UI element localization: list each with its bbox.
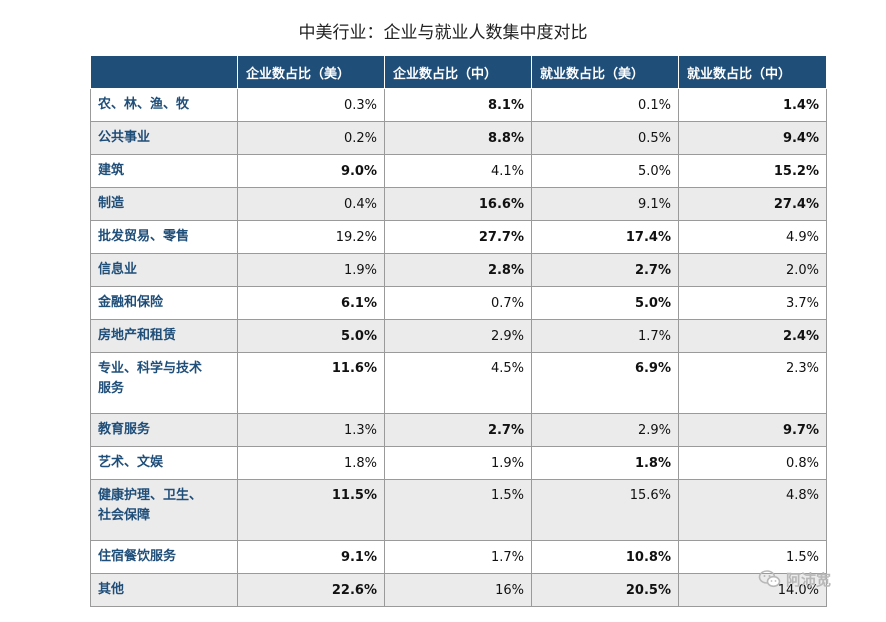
value-cell: 14.0%	[678, 573, 827, 607]
value-cell: 5.0%	[531, 286, 679, 320]
value-cell: 11.6%	[237, 352, 385, 414]
header-cell: 就业数占比（中）	[678, 55, 827, 89]
value-cell: 2.7%	[384, 413, 532, 447]
table-row: 农、林、渔、牧 0.3% 8.1% 0.1% 1.4%	[90, 88, 827, 122]
value-cell: 1.8%	[531, 446, 679, 480]
value-cell: 1.7%	[531, 319, 679, 353]
value-cell: 6.1%	[237, 286, 385, 320]
value-cell: 2.8%	[384, 253, 532, 287]
category-cell: 金融和保险	[90, 286, 238, 320]
value-cell: 0.4%	[237, 187, 385, 221]
value-cell: 0.5%	[531, 121, 679, 155]
value-cell: 27.4%	[678, 187, 827, 221]
value-cell: 0.2%	[237, 121, 385, 155]
table-row: 艺术、文娱 1.8% 1.9% 1.8% 0.8%	[90, 446, 827, 480]
value-cell: 1.7%	[384, 540, 532, 574]
value-cell: 9.0%	[237, 154, 385, 188]
table-row: 教育服务 1.3% 2.7% 2.9% 9.7%	[90, 413, 827, 447]
value-cell: 16%	[384, 573, 532, 607]
header-cell: 企业数占比（美）	[237, 55, 385, 89]
category-cell: 建筑	[90, 154, 238, 188]
category-cell: 其他	[90, 573, 238, 607]
table-header-row: 企业数占比（美） 企业数占比（中） 就业数占比（美） 就业数占比（中）	[90, 55, 827, 89]
table-row: 信息业 1.9% 2.8% 2.7% 2.0%	[90, 253, 827, 287]
value-cell: 9.1%	[531, 187, 679, 221]
table-row: 健康护理、卫生、 社会保障 11.5% 1.5% 15.6% 4.8%	[90, 479, 827, 541]
value-cell: 2.0%	[678, 253, 827, 287]
category-cell: 批发贸易、零售	[90, 220, 238, 254]
value-cell: 2.3%	[678, 352, 827, 414]
table-row: 制造 0.4% 16.6% 9.1% 27.4%	[90, 187, 827, 221]
page-title: 中美行业：企业与就业人数集中度对比	[298, 23, 588, 43]
value-cell: 4.9%	[678, 220, 827, 254]
value-cell: 11.5%	[237, 479, 385, 541]
value-cell: 0.8%	[678, 446, 827, 480]
value-cell: 10.8%	[531, 540, 679, 574]
value-cell: 0.1%	[531, 88, 679, 122]
value-cell: 2.4%	[678, 319, 827, 353]
watermark: 阿沛宽	[758, 567, 831, 591]
value-cell: 9.4%	[678, 121, 827, 155]
value-cell: 1.5%	[678, 540, 827, 574]
value-cell: 20.5%	[531, 573, 679, 607]
header-cell	[90, 55, 238, 89]
value-cell: 22.6%	[237, 573, 385, 607]
category-cell: 信息业	[90, 253, 238, 287]
wechat-icon	[758, 570, 781, 588]
value-cell: 9.7%	[678, 413, 827, 447]
header-cell: 就业数占比（美）	[531, 55, 679, 89]
value-cell: 2.7%	[531, 253, 679, 287]
value-cell: 5.0%	[531, 154, 679, 188]
value-cell: 8.8%	[384, 121, 532, 155]
category-cell: 教育服务	[90, 413, 238, 447]
category-cell: 制造	[90, 187, 238, 221]
category-line: 社会保障	[98, 508, 151, 523]
value-cell: 6.9%	[531, 352, 679, 414]
value-cell: 2.9%	[531, 413, 679, 447]
category-cell: 艺术、文娱	[90, 446, 238, 480]
value-cell: 5.0%	[237, 319, 385, 353]
value-cell: 4.8%	[678, 479, 827, 541]
value-cell: 4.1%	[384, 154, 532, 188]
value-cell: 2.9%	[384, 319, 532, 353]
value-cell: 16.6%	[384, 187, 532, 221]
table-row: 金融和保险 6.1% 0.7% 5.0% 3.7%	[90, 286, 827, 320]
watermark-text: 阿沛宽	[786, 570, 832, 589]
value-cell: 27.7%	[384, 220, 532, 254]
value-cell: 0.7%	[384, 286, 532, 320]
comparison-table: 企业数占比（美） 企业数占比（中） 就业数占比（美） 就业数占比（中） 农、林、…	[90, 55, 827, 607]
category-cell: 农、林、渔、牧	[90, 88, 238, 122]
category-line: 服务	[98, 381, 125, 396]
value-cell: 17.4%	[531, 220, 679, 254]
table-row: 公共事业 0.2% 8.8% 0.5% 9.4%	[90, 121, 827, 155]
value-cell: 4.5%	[384, 352, 532, 414]
value-cell: 1.9%	[237, 253, 385, 287]
value-cell: 1.5%	[384, 479, 532, 541]
value-cell: 8.1%	[384, 88, 532, 122]
value-cell: 1.3%	[237, 413, 385, 447]
table-row: 其他 22.6% 16% 20.5% 14.0%	[90, 573, 827, 607]
value-cell: 15.6%	[531, 479, 679, 541]
category-cell: 专业、科学与技术 服务	[90, 352, 238, 414]
value-cell: 1.8%	[237, 446, 385, 480]
category-cell: 公共事业	[90, 121, 238, 155]
category-line: 健康护理、卫生、	[98, 488, 203, 503]
value-cell: 3.7%	[678, 286, 827, 320]
table-row: 批发贸易、零售 19.2% 27.7% 17.4% 4.9%	[90, 220, 827, 254]
table-row: 建筑 9.0% 4.1% 5.0% 15.2%	[90, 154, 827, 188]
table-row: 房地产和租赁 5.0% 2.9% 1.7% 2.4%	[90, 319, 827, 353]
value-cell: 1.4%	[678, 88, 827, 122]
table-row: 专业、科学与技术 服务 11.6% 4.5% 6.9% 2.3%	[90, 352, 827, 414]
value-cell: 19.2%	[237, 220, 385, 254]
value-cell: 0.3%	[237, 88, 385, 122]
value-cell: 1.9%	[384, 446, 532, 480]
category-cell: 健康护理、卫生、 社会保障	[90, 479, 238, 541]
category-cell: 住宿餐饮服务	[90, 540, 238, 574]
category-cell: 房地产和租赁	[90, 319, 238, 353]
value-cell: 15.2%	[678, 154, 827, 188]
table-row: 住宿餐饮服务 9.1% 1.7% 10.8% 1.5%	[90, 540, 827, 574]
value-cell: 9.1%	[237, 540, 385, 574]
category-line: 专业、科学与技术	[98, 361, 203, 376]
header-cell: 企业数占比（中）	[384, 55, 532, 89]
